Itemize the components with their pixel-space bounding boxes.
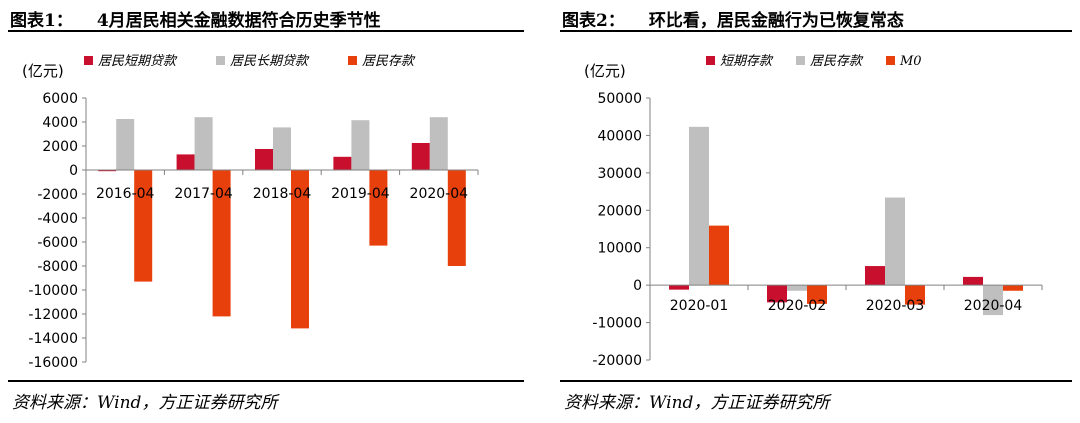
- chart-title-left: 图表1： 4月居民相关金融数据符合历史季节性: [10, 6, 381, 32]
- bar-2-2016-04: [134, 170, 153, 282]
- bar-0-2020-04: [411, 143, 430, 170]
- bar-2-2020-01: [709, 225, 729, 286]
- x-tick-label: 2018-04: [253, 186, 312, 202]
- legend-swatch-0: [84, 56, 93, 65]
- bar-1-2020-02: [787, 285, 807, 291]
- bar-0-2017-04: [176, 154, 195, 170]
- unit-label: (亿元): [22, 62, 64, 80]
- x-tick-label: 2020-01: [670, 298, 729, 314]
- bar-1-2020-04: [983, 285, 1003, 316]
- y-tick-label: -6000: [37, 235, 78, 251]
- legend-label-2: M0: [899, 54, 922, 69]
- y-tick-label: -16000: [28, 355, 78, 371]
- y-tick-label: -4000: [37, 211, 78, 227]
- y-tick-label: -20000: [592, 353, 642, 369]
- title-rule: [560, 30, 1072, 32]
- y-tick-label: -10000: [28, 283, 78, 299]
- bar-1-2018-04: [273, 127, 291, 170]
- source-rule: [560, 380, 1072, 382]
- y-tick-label: 40000: [597, 128, 642, 144]
- figure-title-text: 4月居民相关金融数据符合历史季节性: [96, 11, 381, 31]
- bar-1-2019-04: [351, 120, 370, 170]
- title-rule: [8, 30, 524, 32]
- legend-label-0: 短期存款: [720, 54, 774, 69]
- bar-1-2020-04: [429, 117, 448, 170]
- legend-label-0: 居民短期贷款: [98, 54, 178, 69]
- bar-0-2020-04: [963, 276, 983, 286]
- figure-label: 图表1：: [10, 11, 73, 31]
- y-tick-label: 10000: [597, 241, 642, 257]
- bar-0-2019-04: [333, 156, 352, 170]
- x-tick-label: 2020-04: [410, 186, 469, 202]
- legend-swatch-2: [348, 56, 357, 65]
- bar-0-2020-03: [865, 266, 885, 286]
- source-note: 资料来源：Wind，方正证券研究所: [12, 393, 278, 413]
- y-tick-label: -8000: [37, 259, 78, 275]
- legend-label-1: 居民存款: [810, 54, 864, 69]
- x-tick-label: 2020-02: [768, 298, 827, 314]
- bar-1-2017-04: [194, 117, 213, 170]
- y-tick-label: 0: [633, 278, 642, 294]
- legend-label-2: 居民存款: [362, 54, 416, 69]
- bar-1-2016-04: [116, 119, 135, 170]
- bar-2-2020-04: [447, 170, 466, 266]
- x-tick-label: 2019-04: [331, 186, 390, 202]
- unit-label: (亿元): [584, 62, 626, 80]
- legend-swatch-0: [706, 56, 715, 65]
- bar-2-2019-04: [369, 170, 388, 246]
- bar-chart-right: (亿元) 短期存款 居民存款 M0 50000 40000 30000 20000 10000 0…: [584, 54, 1043, 369]
- legend-swatch-1: [216, 56, 225, 65]
- y-tick-label: 2000: [42, 139, 78, 155]
- y-tick-label: -2000: [37, 187, 78, 203]
- y-tick-label: 20000: [597, 203, 642, 219]
- figure-title-text: 环比看，居民金融行为已恢复常态: [648, 11, 904, 31]
- y-tick-label: -12000: [28, 307, 78, 323]
- y-tick-label: -10000: [592, 316, 642, 332]
- source-rule: [8, 380, 524, 382]
- y-tick-label: 0: [69, 163, 78, 179]
- x-tick-label: 2020-03: [866, 298, 925, 314]
- y-tick-label: 50000: [597, 91, 642, 107]
- legend-label-1: 居民长期贷款: [230, 54, 310, 69]
- bar-2-2018-04: [291, 170, 309, 329]
- bar-1-2020-03: [885, 197, 905, 286]
- y-tick-label: 4000: [42, 115, 78, 131]
- y-tick-label: 6000: [42, 91, 78, 107]
- bar-2-2020-02: [807, 285, 827, 304]
- bar-0-2018-04: [255, 149, 273, 170]
- bar-2-2020-04: [1003, 285, 1023, 291]
- bar-2-2017-04: [212, 170, 231, 317]
- legend-swatch-2: [886, 56, 895, 65]
- y-tick-label: 30000: [597, 166, 642, 182]
- chart-title-right: 图表2： 环比看，居民金融行为已恢复常态: [562, 6, 904, 32]
- chart-panel-right: 图表2： 环比看，居民金融行为已恢复常态 (亿元) 短期存款 居民存款 M0 50000 4…: [552, 0, 1080, 423]
- bar-chart-left: (亿元) 居民短期贷款 居民长期贷款 居民存款 6000 4000 2000 0 -2000 -4…: [22, 54, 479, 371]
- bar-1-2020-01: [689, 126, 709, 286]
- legend-swatch-1: [796, 56, 805, 65]
- y-tick-label: -14000: [28, 331, 78, 347]
- bar-0-2016-04: [98, 170, 117, 172]
- x-tick-label: 2016-04: [96, 186, 155, 202]
- source-note: 资料来源：Wind，方正证券研究所: [564, 393, 830, 413]
- x-tick-label: 2017-04: [174, 186, 233, 202]
- x-tick-label: 2020-04: [964, 298, 1023, 314]
- bar-0-2020-01: [669, 285, 689, 290]
- figure-label: 图表2：: [562, 11, 625, 31]
- bar-0-2020-02: [767, 285, 787, 303]
- bar-2-2020-03: [905, 285, 925, 305]
- chart-panel-left: 图表1： 4月居民相关金融数据符合历史季节性 (亿元) 居民短期贷款 居民长期贷款 居民…: [0, 0, 530, 423]
